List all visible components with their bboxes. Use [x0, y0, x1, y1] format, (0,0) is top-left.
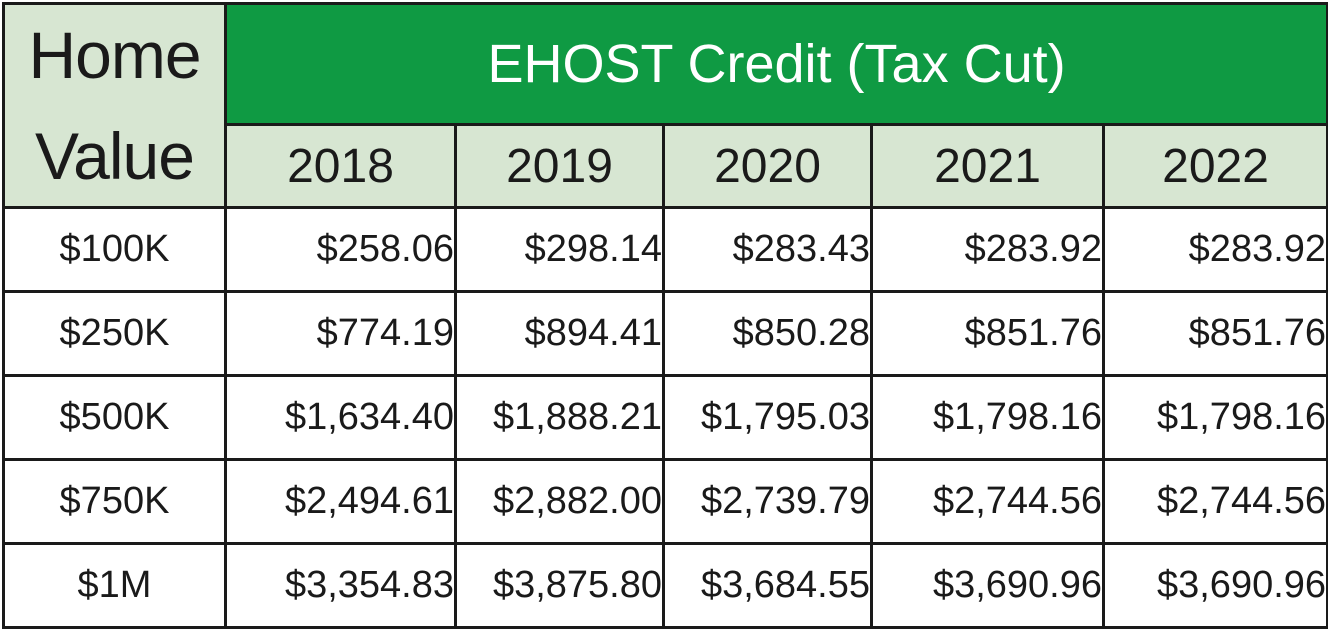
row-label: $1M	[2, 542, 227, 629]
row-header-line-1: Home	[28, 18, 201, 93]
column-header-2020: 2020	[662, 123, 873, 209]
table-cell: $2,882.00	[454, 458, 665, 545]
table-cell: $2,744.56	[870, 458, 1105, 545]
table-cell: $3,875.80	[454, 542, 665, 629]
table-cell: $851.76	[870, 290, 1105, 377]
table-cell: $258.06	[224, 206, 457, 293]
column-header-2021: 2021	[870, 123, 1105, 209]
table-cell: $1,634.40	[224, 374, 457, 461]
row-label: $250K	[2, 290, 227, 377]
table-cell: $3,690.96	[870, 542, 1105, 629]
column-header-2019: 2019	[454, 123, 665, 209]
table-cell: $3,690.96	[1101, 542, 1328, 629]
title-row: Home Value EHOST Credit (Tax Cut)	[2, 2, 1328, 209]
table-cell: $283.92	[1101, 206, 1328, 293]
table-cell: $3,684.55	[662, 542, 873, 629]
row-label: $100K	[2, 206, 227, 293]
year-header-row: 2018 2019 2020 2021 2022	[4, 123, 1328, 209]
table-row: $250K $774.19 $894.41 $850.28 $851.76 $8…	[2, 290, 1328, 377]
table-cell: $1,798.16	[870, 374, 1105, 461]
table-cell: $2,494.61	[224, 458, 457, 545]
table-cell: $851.76	[1101, 290, 1328, 377]
row-label: $750K	[2, 458, 227, 545]
table-cell: $298.14	[454, 206, 665, 293]
table-cell: $3,354.83	[224, 542, 457, 629]
table-cell: $1,795.03	[662, 374, 873, 461]
table-cell: $1,798.16	[1101, 374, 1328, 461]
row-header-line-2: Value	[35, 118, 195, 193]
table-row: $500K $1,634.40 $1,888.21 $1,795.03 $1,7…	[2, 374, 1328, 461]
table-cell: $283.43	[662, 206, 873, 293]
table-cell: $283.92	[870, 206, 1105, 293]
table-cell: $850.28	[662, 290, 873, 377]
column-header-2022: 2022	[1101, 123, 1328, 209]
table-row: $100K $258.06 $298.14 $283.43 $283.92 $2…	[2, 206, 1328, 293]
table-cell: $2,744.56	[1101, 458, 1328, 545]
table-cell: $2,739.79	[662, 458, 873, 545]
table-cell: $774.19	[224, 290, 457, 377]
table-row: $1M $3,354.83 $3,875.80 $3,684.55 $3,690…	[2, 542, 1328, 629]
table-row: $750K $2,494.61 $2,882.00 $2,739.79 $2,7…	[2, 458, 1328, 545]
table-cell: $1,888.21	[454, 374, 665, 461]
row-header-cell: Home Value	[2, 2, 227, 209]
ehost-credit-table: Home Value EHOST Credit (Tax Cut) 2018 2…	[2, 2, 1328, 629]
table-cell: $894.41	[454, 290, 665, 377]
row-label: $500K	[2, 374, 227, 461]
table-title: EHOST Credit (Tax Cut)	[223, 2, 1328, 126]
column-header-2018: 2018	[224, 123, 457, 209]
